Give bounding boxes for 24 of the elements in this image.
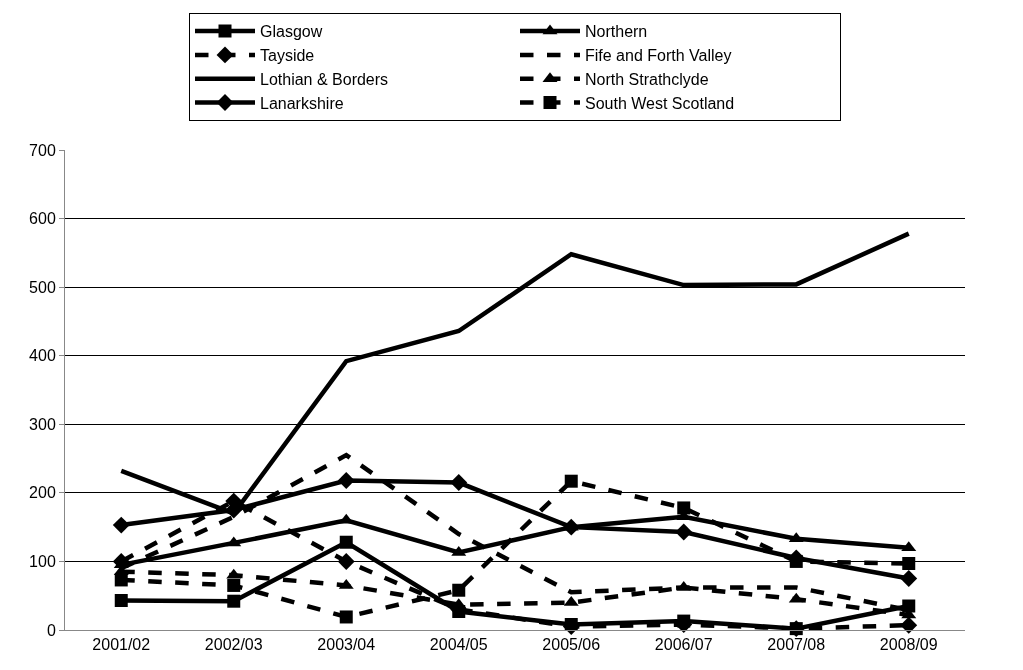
x-tick-label: 2005/06 [542,636,601,654]
legend-label: Lanarkshire [260,94,344,112]
x-tick-label: 2006/07 [654,636,713,654]
y-tick-label: 100 [29,553,56,571]
legend-label: Lothian & Borders [260,70,389,88]
y-tick-label: 500 [29,278,56,296]
y-tick-label: 300 [29,415,56,433]
y-tick-label: 400 [29,347,56,365]
x-tick-label: 2003/04 [317,636,376,654]
y-tick-label: 700 [29,141,56,159]
y-tick-label: 0 [46,621,56,639]
y-tick-label: 200 [29,484,56,502]
legend-label: North Strathclyde [585,70,709,88]
x-tick-label: 2004/05 [429,636,488,654]
x-tick-label: 2008/09 [879,636,938,654]
x-tick-label: 2007/08 [767,636,826,654]
legend-label: Glasgow [260,23,323,41]
legend-label: Northern [585,23,648,41]
y-tick-label: 600 [29,210,56,228]
legend-label: Fife and Forth Valley [585,47,732,65]
x-tick-label: 2001/02 [92,636,151,654]
legend-label: Tayside [260,47,315,65]
legend-label: South West Scotland [585,94,735,112]
x-tick-label: 2002/03 [204,636,263,654]
